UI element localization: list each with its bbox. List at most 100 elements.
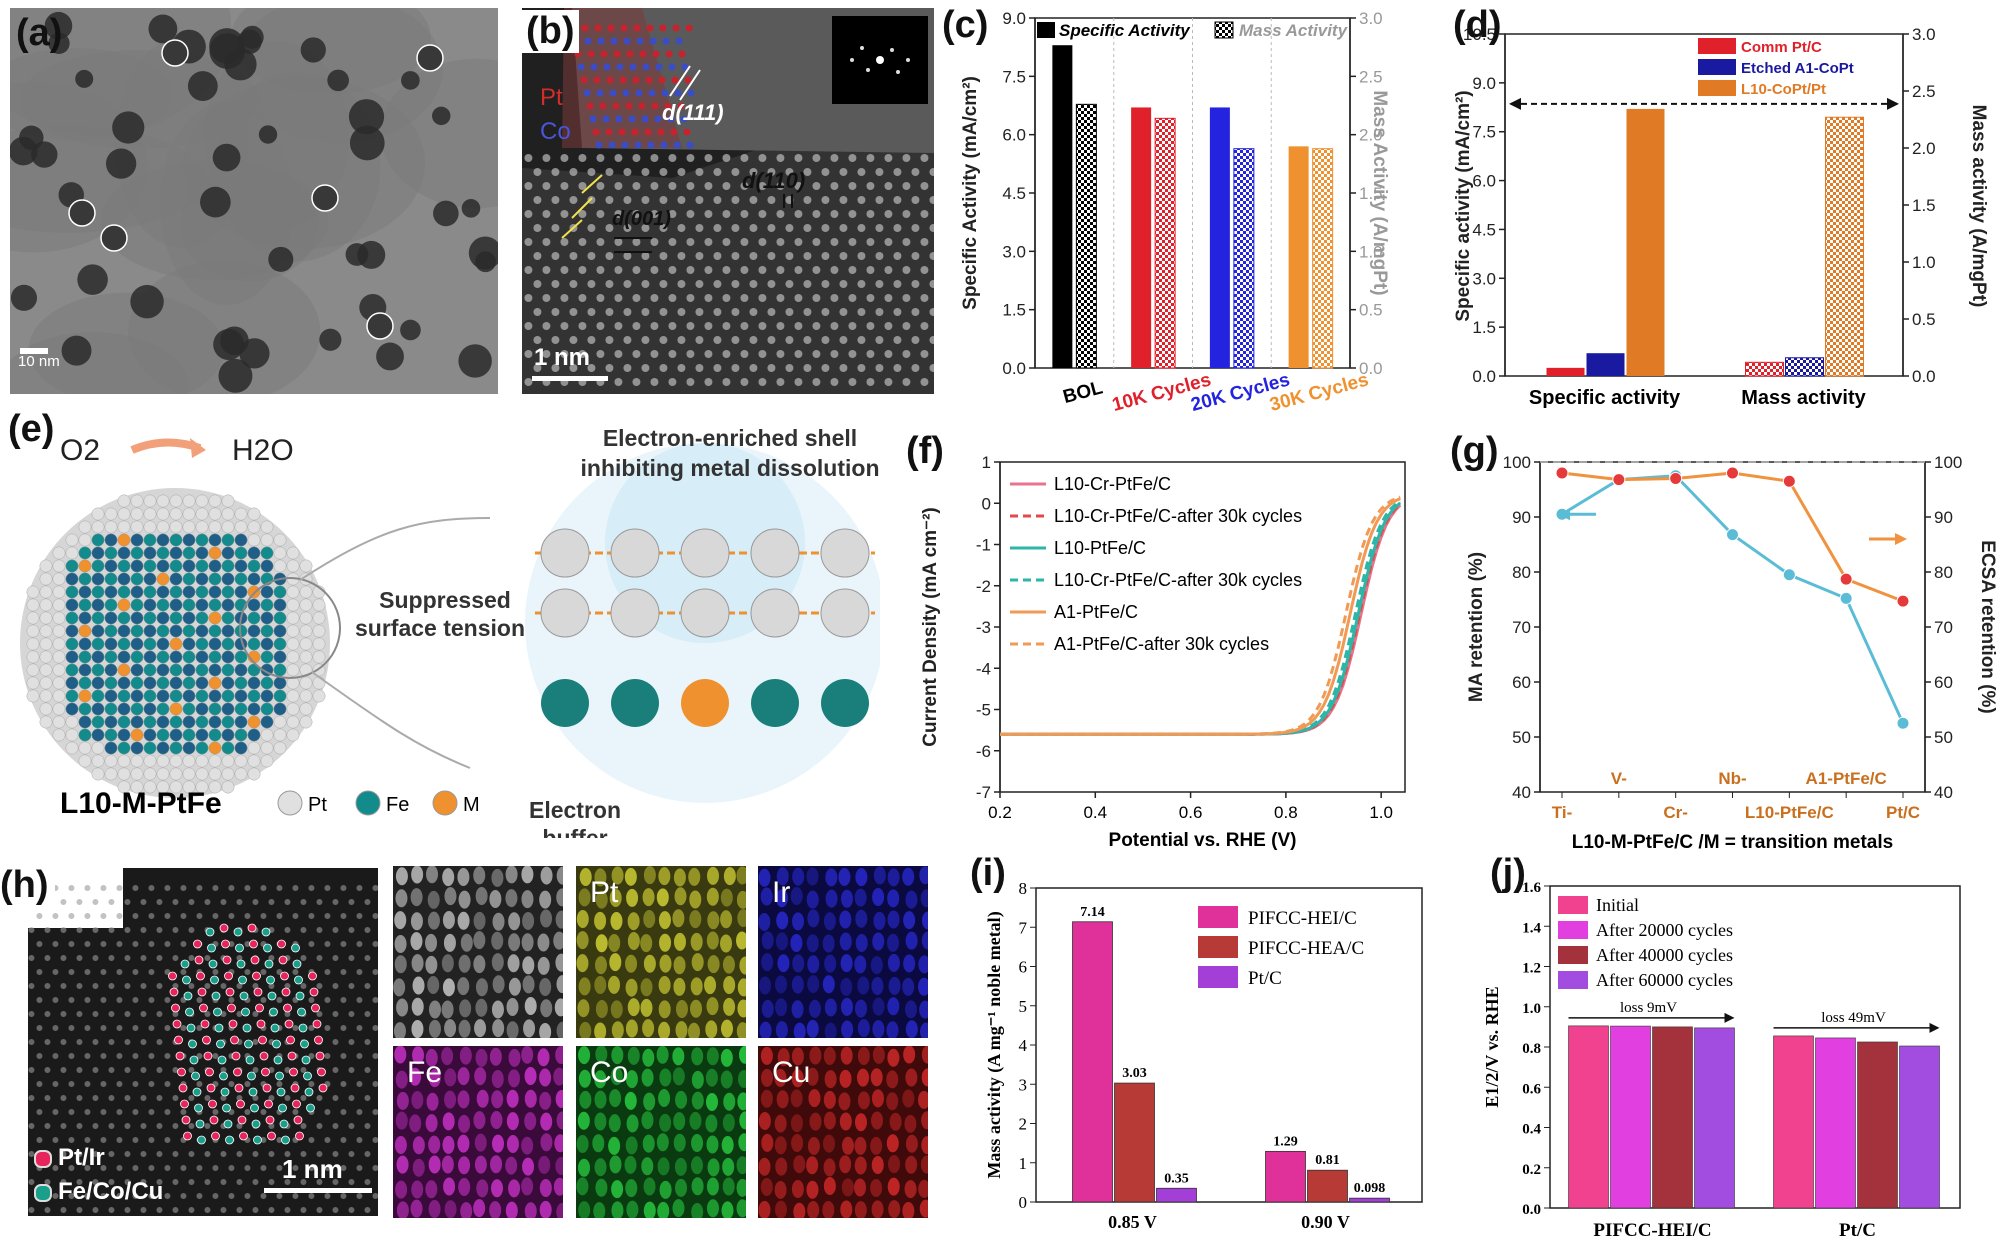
- eds-signal-spot: [553, 1067, 563, 1086]
- eds-map-ir-label: Ir: [772, 876, 791, 909]
- lattice-atom: [866, 210, 875, 218]
- eds-signal-spot: [508, 1179, 521, 1198]
- particle-atom: [39, 559, 53, 573]
- particle-atom: [247, 598, 261, 612]
- particle-atom: [182, 741, 196, 755]
- eds-signal-spot: [854, 955, 867, 974]
- pt-atom: [750, 588, 800, 638]
- particle-atom: [91, 611, 105, 625]
- lattice-atom: [332, 1207, 339, 1213]
- lattice-atom: [92, 899, 99, 905]
- lattice-atom: [68, 1137, 75, 1143]
- lattice-atom: [560, 238, 569, 246]
- lattice-atom: [578, 322, 587, 330]
- lattice-atom: [140, 955, 147, 961]
- lattice-atom: [857, 364, 866, 372]
- eds-signal-spot: [396, 1091, 409, 1110]
- lattice-atom: [52, 1137, 59, 1143]
- eds-signal-spot: [578, 1046, 591, 1065]
- particle-atom: [143, 650, 157, 664]
- atom-pt-co: [609, 89, 617, 97]
- eds-signal-spot: [594, 1090, 607, 1109]
- eds-signal-spot: [554, 998, 563, 1017]
- lattice-atom: [316, 1179, 323, 1185]
- eds-signal-spot: [723, 997, 736, 1016]
- particle-atom: [39, 598, 53, 612]
- particle-atom: [143, 494, 157, 508]
- particle-atom: [195, 611, 209, 625]
- lattice-atom: [605, 336, 614, 344]
- particle-atom: [208, 702, 222, 716]
- particle-atom: [130, 715, 144, 729]
- eds-signal-spot: [577, 1111, 590, 1130]
- lattice-atom: [632, 182, 641, 190]
- particle-atom: [169, 741, 183, 755]
- atom-pt-co: [687, 89, 695, 97]
- particle-atom: [195, 637, 209, 651]
- particle-atom: [39, 663, 53, 677]
- eds-signal-spot: [609, 1155, 622, 1174]
- eds-signal-spot: [872, 997, 885, 1016]
- eds-signal-spot: [524, 1089, 537, 1108]
- lattice-atom: [812, 210, 821, 218]
- particle-atom: [208, 572, 222, 586]
- eds-signal-spot: [459, 1046, 472, 1065]
- eds-signal-spot: [625, 978, 638, 997]
- particle-atom: [286, 611, 300, 625]
- lattice-atom: [560, 322, 569, 330]
- lattice-atom: [204, 1151, 211, 1157]
- particle-atom: [78, 702, 92, 716]
- eds-signal-spot: [539, 1068, 552, 1087]
- lattice-atom: [677, 224, 686, 232]
- eds-signal-spot: [458, 1114, 471, 1133]
- particle-atom: [182, 585, 196, 599]
- particle-atom: [234, 754, 248, 768]
- overlay-atom: [180, 1099, 189, 1109]
- eds-signal-spot: [474, 1067, 487, 1086]
- overlay-atom: [202, 1035, 211, 1045]
- lattice-atom: [812, 294, 821, 302]
- lattice-atom: [605, 196, 614, 204]
- overlay-atom: [221, 939, 230, 949]
- particle-atom: [260, 676, 274, 690]
- lattice-atom: [659, 308, 668, 316]
- eds-signal-spot: [427, 975, 440, 994]
- particle-atom: [208, 689, 222, 703]
- lattice-atom: [308, 1081, 315, 1087]
- lattice-atom: [84, 913, 91, 919]
- i-y-tick-label: 4: [1019, 1036, 1028, 1055]
- lattice-atom: [316, 1011, 323, 1017]
- shell-title-2: inhibiting metal dissolution: [581, 455, 880, 481]
- legend-atom: [432, 790, 458, 816]
- eds-signal-spot: [476, 1089, 489, 1108]
- overlay-atom: [239, 1131, 248, 1141]
- particle-atom: [234, 559, 248, 573]
- eds-signal-spot: [705, 1092, 718, 1111]
- atom-pt-co: [672, 24, 680, 32]
- data-label: 7.14: [1080, 905, 1105, 920]
- lattice-atom: [52, 1081, 59, 1087]
- overlay-atom: [213, 1007, 222, 1017]
- particle-atom: [104, 650, 118, 664]
- particle-atom: [117, 546, 131, 560]
- particle-atom: [169, 728, 183, 742]
- lattice-atom: [156, 955, 163, 961]
- lattice-atom: [44, 1207, 51, 1213]
- particle-atom: [104, 520, 118, 534]
- lattice-atom: [180, 1025, 187, 1031]
- lattice-atom: [276, 1193, 283, 1199]
- eds-signal-spot: [737, 999, 746, 1018]
- eds-signal-spot: [888, 976, 901, 995]
- eds-signal-spot: [577, 999, 590, 1018]
- eds-map-ir: Ir: [758, 866, 928, 1038]
- particle-atom: [52, 572, 66, 586]
- lattice-atom: [220, 1179, 227, 1185]
- data-point: [1896, 594, 1910, 608]
- particle-atom: [247, 572, 261, 586]
- particle-atom: [130, 663, 144, 677]
- particle-atom: [130, 598, 144, 612]
- eds-signal-spot: [871, 977, 884, 996]
- lattice-atom: [156, 1067, 163, 1073]
- pt-atom: [540, 588, 590, 638]
- lattice-atom: [236, 1095, 243, 1101]
